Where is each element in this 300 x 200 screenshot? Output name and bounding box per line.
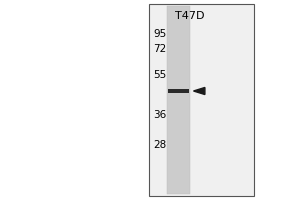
Bar	[148, 4, 254, 196]
Polygon shape	[194, 87, 205, 95]
Bar	[168, 89, 189, 93]
Text: 72: 72	[153, 44, 167, 54]
Text: T47D: T47D	[175, 11, 204, 21]
Text: 28: 28	[153, 140, 167, 150]
Text: 55: 55	[153, 70, 167, 80]
Bar	[167, 6, 190, 194]
Text: 36: 36	[153, 110, 167, 120]
Text: 95: 95	[153, 29, 167, 39]
